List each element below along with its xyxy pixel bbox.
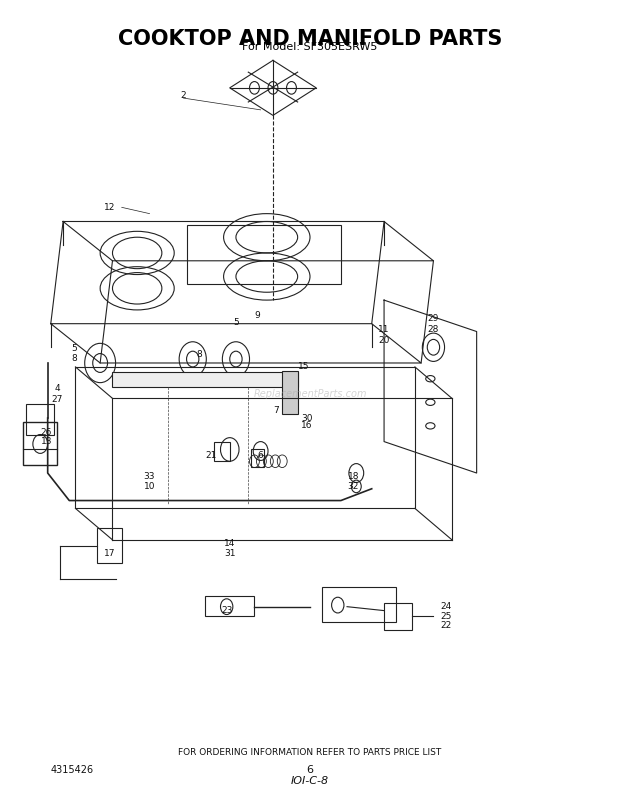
Text: 17: 17 <box>104 548 115 558</box>
Bar <box>282 371 298 414</box>
Bar <box>215 442 230 462</box>
Bar <box>251 450 264 467</box>
Text: 7: 7 <box>273 406 279 415</box>
Text: 24: 24 <box>440 602 451 611</box>
Bar <box>97 528 122 563</box>
Text: 22: 22 <box>440 621 451 630</box>
Bar <box>322 587 396 623</box>
Bar <box>23 422 57 466</box>
Text: 27: 27 <box>51 395 63 405</box>
Text: 18: 18 <box>347 473 359 481</box>
Text: 5: 5 <box>71 344 77 353</box>
Text: 5: 5 <box>233 319 239 327</box>
Text: 4: 4 <box>54 384 60 394</box>
Text: 21: 21 <box>206 451 217 460</box>
Bar <box>205 596 254 616</box>
Text: 4315426: 4315426 <box>51 765 94 775</box>
Bar <box>76 367 415 508</box>
Bar <box>384 603 412 630</box>
Text: 15: 15 <box>298 362 309 372</box>
Text: 2: 2 <box>180 92 186 100</box>
Text: 20: 20 <box>378 335 390 345</box>
Bar <box>187 226 341 284</box>
Text: COOKTOP AND MANIFOLD PARTS: COOKTOP AND MANIFOLD PARTS <box>118 29 502 49</box>
Text: 16: 16 <box>301 421 312 430</box>
Bar <box>112 372 298 387</box>
Text: 28: 28 <box>428 326 439 335</box>
Text: 8: 8 <box>71 353 77 363</box>
Text: 10: 10 <box>144 482 155 491</box>
Text: 13: 13 <box>41 437 52 446</box>
Text: For Model: SF305ESRW5: For Model: SF305ESRW5 <box>242 43 378 52</box>
Text: ReplacementParts.com: ReplacementParts.com <box>253 390 367 399</box>
Text: 8: 8 <box>196 350 202 359</box>
Text: 32: 32 <box>348 482 359 491</box>
Text: 26: 26 <box>41 428 52 436</box>
Text: FOR ORDERING INFORMATION REFER TO PARTS PRICE LIST: FOR ORDERING INFORMATION REFER TO PARTS … <box>179 748 441 757</box>
Text: 12: 12 <box>104 203 115 211</box>
Text: 30: 30 <box>301 413 312 423</box>
Text: 6: 6 <box>306 765 314 775</box>
Text: 6: 6 <box>258 451 264 460</box>
Text: 23: 23 <box>221 606 232 615</box>
Text: 11: 11 <box>378 326 390 335</box>
Text: 9: 9 <box>255 311 260 320</box>
Text: 31: 31 <box>224 548 236 558</box>
Text: 25: 25 <box>440 611 451 621</box>
Text: 33: 33 <box>144 473 155 481</box>
Text: IOI-C-8: IOI-C-8 <box>291 776 329 786</box>
Text: 14: 14 <box>224 540 236 548</box>
Text: 29: 29 <box>428 315 439 323</box>
Bar <box>26 404 54 436</box>
